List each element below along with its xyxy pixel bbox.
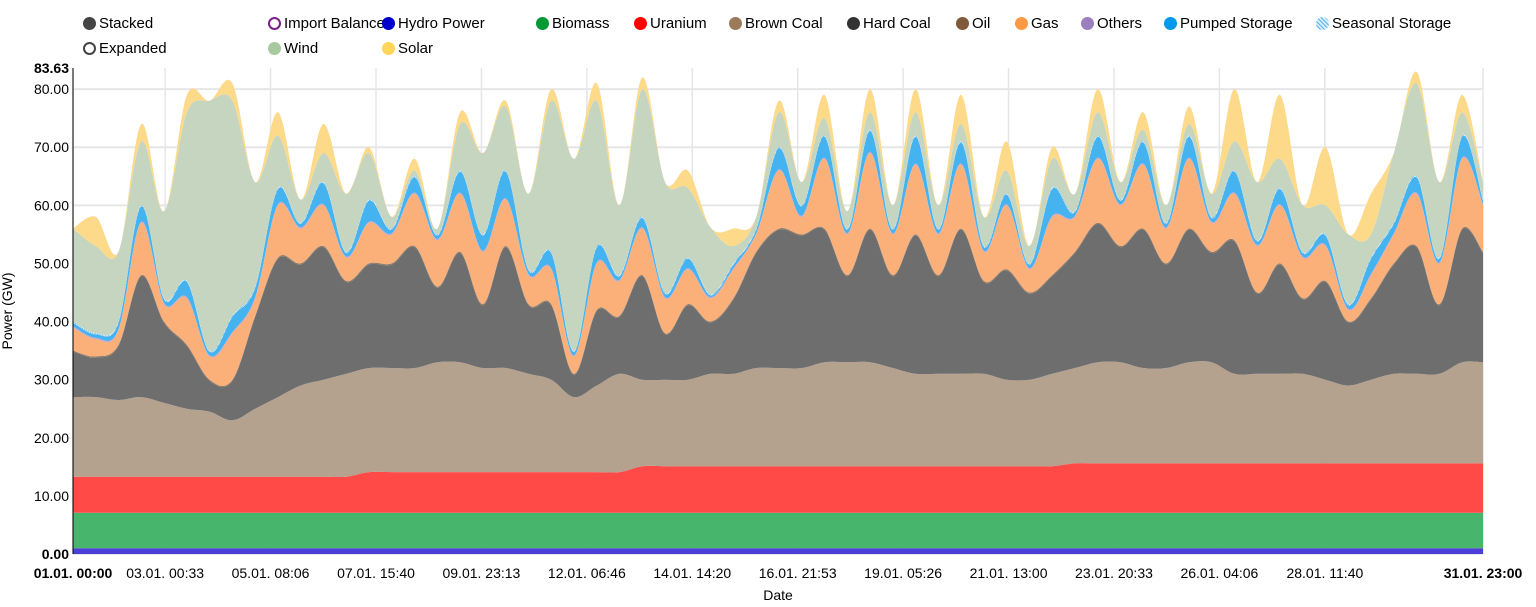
legend-item-gas[interactable]: Gas	[1015, 15, 1059, 32]
x-tick-label: 05.01. 08:06	[232, 565, 310, 581]
legend-label: Pumped Storage	[1180, 15, 1293, 32]
y-axis-title: Power (GW)	[0, 273, 15, 350]
legend-item-wind[interactable]: Wind	[268, 40, 318, 57]
y-tick-label: 20.00	[34, 430, 69, 446]
legend-label: Expanded	[99, 40, 167, 57]
legend-label: Brown Coal	[745, 15, 823, 32]
legend-label: Wind	[284, 40, 319, 57]
legend-item-brown-coal[interactable]: Brown Coal	[729, 15, 823, 32]
x-tick-label: 19.01. 05:26	[864, 565, 942, 581]
legend-label: Uranium	[650, 15, 707, 32]
legend-swatch-icon	[382, 17, 395, 30]
x-tick-label: 14.01. 14:20	[653, 565, 731, 581]
x-tick-label: 16.01. 21:53	[759, 565, 837, 581]
legend-item-import-balance[interactable]: Import Balance	[268, 15, 385, 32]
x-tick-label: 21.01. 13:00	[970, 565, 1048, 581]
legend-label: Hard Coal	[863, 15, 931, 32]
legend-swatch-icon	[847, 17, 860, 30]
area-brown-coal	[73, 361, 1483, 478]
y-tick-label: 0.00	[42, 546, 69, 562]
legend-swatch-icon	[536, 17, 549, 30]
area-solar	[73, 71, 1483, 259]
y-tick-label: 80.00	[34, 81, 69, 97]
area-hydro-power	[73, 548, 1483, 554]
legend-swatch-icon	[729, 17, 742, 30]
x-tick-label: 12.01. 06:46	[548, 565, 626, 581]
legend-label: Import Balance	[284, 15, 385, 32]
legend-mode-stacked[interactable]: Stacked	[83, 15, 153, 32]
legend-swatch-icon	[634, 17, 647, 30]
area-biomass	[73, 512, 1483, 549]
y-tick-label: 70.00	[34, 139, 69, 155]
legend-swatch-icon	[1015, 17, 1028, 30]
x-tick-label: 07.01. 15:40	[337, 565, 415, 581]
legend-item-uranium[interactable]: Uranium	[634, 15, 707, 32]
legend-item-pumped-storage[interactable]: Pumped Storage	[1164, 15, 1293, 32]
legend-swatch-icon	[1164, 17, 1177, 30]
x-tick-label: 26.01. 04:06	[1180, 565, 1258, 581]
legend-item-oil[interactable]: Oil	[956, 15, 990, 32]
area-wind	[73, 82, 1483, 352]
area-layers	[73, 71, 1483, 554]
legend-label: Solar	[398, 40, 434, 57]
legend-swatch-icon	[268, 42, 281, 55]
legend-label: Biomass	[552, 15, 610, 32]
x-tick-label: 31.01. 23:00	[1444, 565, 1523, 581]
x-axis-title: Date	[763, 587, 793, 603]
y-tick-label: 60.00	[34, 197, 69, 213]
legend-swatch-icon	[382, 42, 395, 55]
legend-swatch-icon	[268, 17, 281, 30]
y-tick-label: 40.00	[34, 314, 69, 330]
y-max-label: 83.63	[34, 60, 69, 76]
legend-label: Hydro Power	[398, 15, 485, 32]
x-tick-label: 01.01. 00:00	[34, 565, 113, 581]
area-hard-coal	[73, 223, 1483, 421]
legend-label: Gas	[1031, 15, 1059, 32]
legend-label: Seasonal Storage	[1332, 15, 1452, 32]
x-tick-label: 09.01. 23:13	[442, 565, 520, 581]
area-gas	[73, 153, 1483, 386]
x-tick-label: 23.01. 20:33	[1075, 565, 1153, 581]
radio-empty-icon	[83, 42, 96, 55]
legend-item-hydro-power[interactable]: Hydro Power	[382, 15, 485, 32]
y-tick-label: 30.00	[34, 372, 69, 388]
area-pumped-storage	[73, 130, 1483, 357]
legend-mode-expanded[interactable]: Expanded	[83, 40, 167, 57]
y-tick-label: 10.00	[34, 488, 69, 504]
area-uranium	[73, 463, 1483, 513]
legend-swatch-icon	[1316, 17, 1329, 30]
y-tick-label: 50.00	[34, 255, 69, 271]
legend-item-hard-coal[interactable]: Hard Coal	[847, 15, 931, 32]
legend-swatch-icon	[1081, 17, 1094, 30]
legend-item-solar[interactable]: Solar	[382, 40, 433, 57]
legend-item-biomass[interactable]: Biomass	[536, 15, 610, 32]
radio-filled-icon	[83, 17, 96, 30]
legend-label: Oil	[972, 15, 991, 32]
legend-item-seasonal-storage[interactable]: Seasonal Storage	[1316, 15, 1451, 32]
x-tick-label: 03.01. 00:33	[126, 565, 204, 581]
legend-label: Stacked	[99, 15, 154, 32]
x-tick-label: 28.01. 11:40	[1286, 565, 1363, 581]
legend-label: Others	[1097, 15, 1143, 32]
legend-item-others[interactable]: Others	[1081, 15, 1142, 32]
axes: 0.00 10.00 20.00 30.00 40.00 50.00 60.00 70.00 8…	[34, 60, 1523, 581]
legend-swatch-icon	[956, 17, 969, 30]
